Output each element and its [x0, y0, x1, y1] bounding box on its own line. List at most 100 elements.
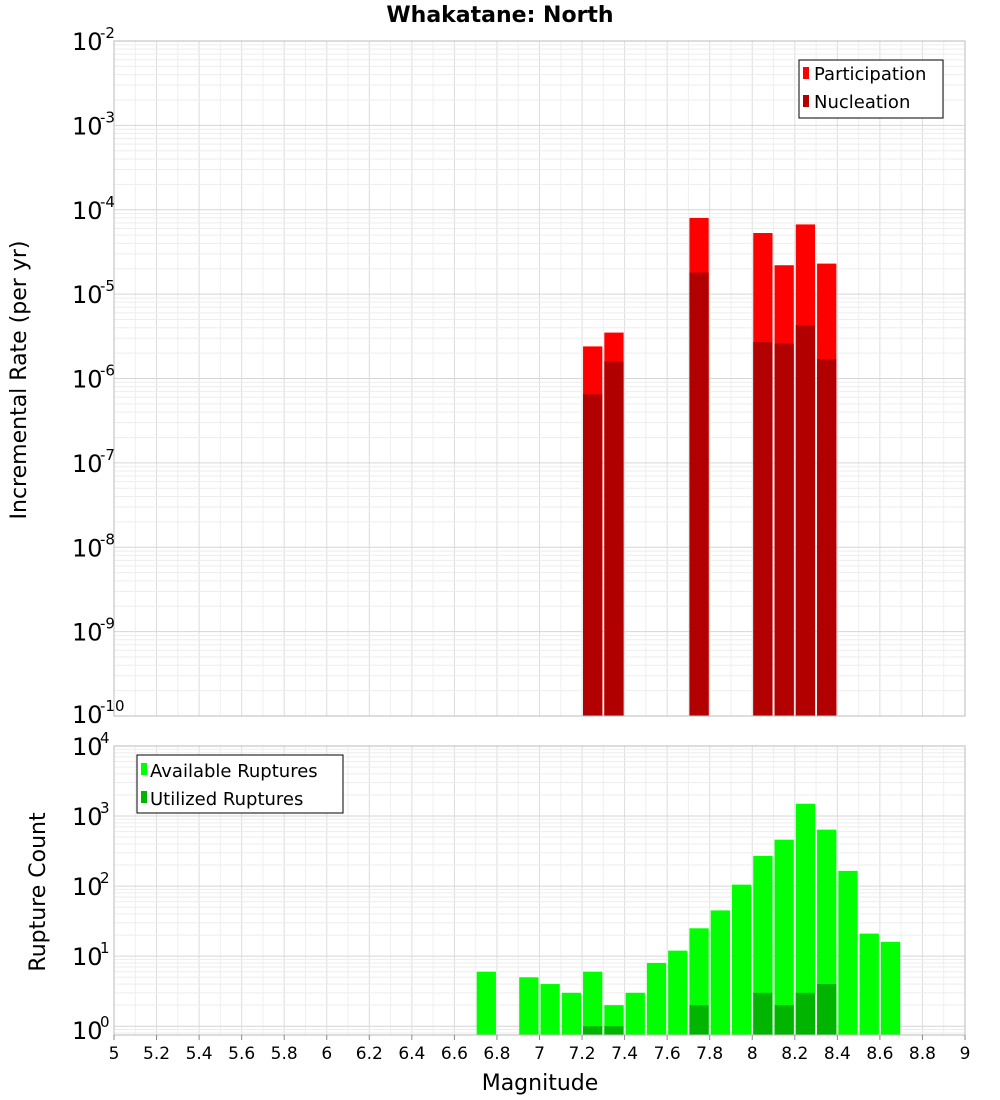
bottom-legend-box — [136, 754, 344, 814]
x-tick-label: 8 — [747, 1044, 758, 1064]
top-legend-box — [798, 59, 944, 119]
bar-overlay-utilized-ruptures — [689, 1005, 709, 1035]
x-tick-label: 5.6 — [228, 1044, 255, 1064]
y-tick-exponent: -9 — [100, 615, 115, 633]
bar-overlay-nucleation — [774, 343, 794, 716]
bar-overlay-utilized-ruptures — [817, 984, 837, 1035]
x-tick-label: 8.2 — [781, 1044, 808, 1064]
y-tick-label: 10 — [72, 366, 103, 394]
x-tick-label: 7.8 — [696, 1044, 723, 1064]
y-tick-label: 10 — [72, 28, 103, 56]
bar-available-ruptures — [817, 829, 837, 1035]
x-tick-label: 7.4 — [611, 1044, 638, 1064]
legend-swatch-participation — [803, 67, 809, 79]
x-tick-label: 6.2 — [356, 1044, 383, 1064]
y-tick-exponent: -5 — [100, 277, 115, 295]
bar-available-ruptures — [519, 977, 539, 1035]
x-tick-label: 5 — [109, 1044, 120, 1064]
bar-overlay-utilized-ruptures — [774, 1005, 794, 1035]
y-tick-label: 10 — [72, 701, 103, 729]
x-tick-label: 6.4 — [398, 1044, 425, 1064]
bottom-gridlines — [113, 746, 966, 1035]
bar-available-ruptures — [625, 992, 645, 1035]
top-y-axis-label: Incremental Rate (per yr) — [7, 241, 32, 520]
bar-overlay-utilized-ruptures — [753, 992, 773, 1035]
y-tick-label: 10 — [72, 733, 103, 761]
bottom-bars — [476, 803, 901, 1035]
y-tick-label: 10 — [72, 619, 103, 647]
chart-title: Whakatane: North — [386, 3, 613, 28]
bar-available-ruptures — [859, 933, 879, 1035]
y-tick-label: 10 — [72, 281, 103, 309]
y-tick-exponent: -8 — [100, 530, 115, 548]
bar-available-ruptures — [880, 941, 901, 1035]
bar-available-ruptures — [753, 855, 773, 1035]
bar-overlay-nucleation — [604, 361, 624, 716]
top-gridlines — [113, 41, 966, 717]
y-tick-label: 10 — [72, 873, 103, 901]
bar-overlay-nucleation — [689, 272, 709, 716]
y-tick-label: 10 — [72, 803, 103, 831]
x-tick-label: 5.8 — [271, 1044, 298, 1064]
bar-available-ruptures — [540, 984, 560, 1035]
bar-overlay-utilized-ruptures — [583, 1026, 603, 1035]
legend-swatch-available — [141, 763, 147, 775]
x-tick-label: 6 — [321, 1044, 332, 1064]
y-tick-exponent: 2 — [100, 869, 110, 887]
x-tick-label: 7.6 — [654, 1044, 681, 1064]
bar-overlay-nucleation — [583, 394, 603, 716]
bar-available-ruptures — [561, 992, 582, 1035]
x-tick-label: 8.6 — [866, 1044, 893, 1064]
y-tick-label: 10 — [72, 450, 103, 478]
y-tick-exponent: -4 — [100, 193, 115, 211]
bar-overlay-utilized-ruptures — [795, 992, 816, 1035]
y-tick-label: 10 — [72, 1017, 103, 1045]
bar-available-ruptures — [583, 971, 603, 1035]
y-tick-label: 10 — [72, 197, 103, 225]
y-tick-exponent: -7 — [100, 446, 115, 464]
bar-available-ruptures — [646, 962, 667, 1035]
bar-available-ruptures — [476, 971, 496, 1035]
y-tick-exponent: 0 — [100, 1013, 110, 1031]
bar-overlay-nucleation — [795, 325, 816, 716]
legend-label-participation: Participation — [814, 64, 926, 85]
bar-overlay-nucleation — [753, 342, 773, 716]
y-tick-exponent: 4 — [100, 729, 110, 747]
x-tick-label: 8.4 — [824, 1044, 851, 1064]
x-tick-label: 8.8 — [909, 1044, 936, 1064]
legend-label-available: Available Ruptures — [150, 761, 318, 782]
y-tick-exponent: -6 — [100, 362, 115, 380]
bar-available-ruptures — [838, 870, 858, 1035]
legend-swatch-utilized — [141, 791, 147, 803]
y-tick-label: 10 — [72, 943, 103, 971]
top-bars — [583, 217, 837, 717]
y-tick-exponent: -3 — [100, 108, 115, 126]
x-tick-label: 6.8 — [483, 1044, 510, 1064]
bar-available-ruptures — [774, 839, 794, 1035]
legend-swatch-nucleation — [803, 95, 809, 107]
y-tick-exponent: 1 — [100, 939, 110, 957]
top-legend: Participation Nucleation — [798, 59, 944, 119]
bar-available-ruptures — [668, 950, 688, 1035]
x-tick-label: 6.6 — [441, 1044, 468, 1064]
bottom-y-axis-label: Rupture Count — [26, 812, 51, 972]
x-tick-label: 7.2 — [569, 1044, 596, 1064]
y-tick-exponent: 3 — [100, 799, 110, 817]
bar-available-ruptures — [795, 803, 816, 1035]
y-tick-exponent: -2 — [100, 24, 115, 42]
y-tick-label: 10 — [72, 534, 103, 562]
bar-available-ruptures — [710, 910, 730, 1035]
top-y-ticks: 10-210-310-410-510-610-710-810-910-10 — [72, 24, 125, 729]
x-ticks: 5 5.2 5.4 5.6 5.8 6 6.2 6.4 6.6 6.8 7 7.2 7.4 7.6 7.8 8… — [109, 1035, 971, 1064]
bar-overlay-nucleation — [817, 359, 837, 716]
bottom-legend: Available Ruptures Utilized Ruptures — [136, 754, 344, 814]
x-tick-label: 9 — [960, 1044, 971, 1064]
x-tick-label: 5.4 — [186, 1044, 213, 1064]
top-plot-frame — [113, 40, 966, 717]
x-tick-label: 7 — [534, 1044, 545, 1064]
bar-overlay-utilized-ruptures — [604, 1026, 624, 1035]
top-panel: 10-210-310-410-510-610-710-810-910-10 In… — [7, 24, 966, 729]
